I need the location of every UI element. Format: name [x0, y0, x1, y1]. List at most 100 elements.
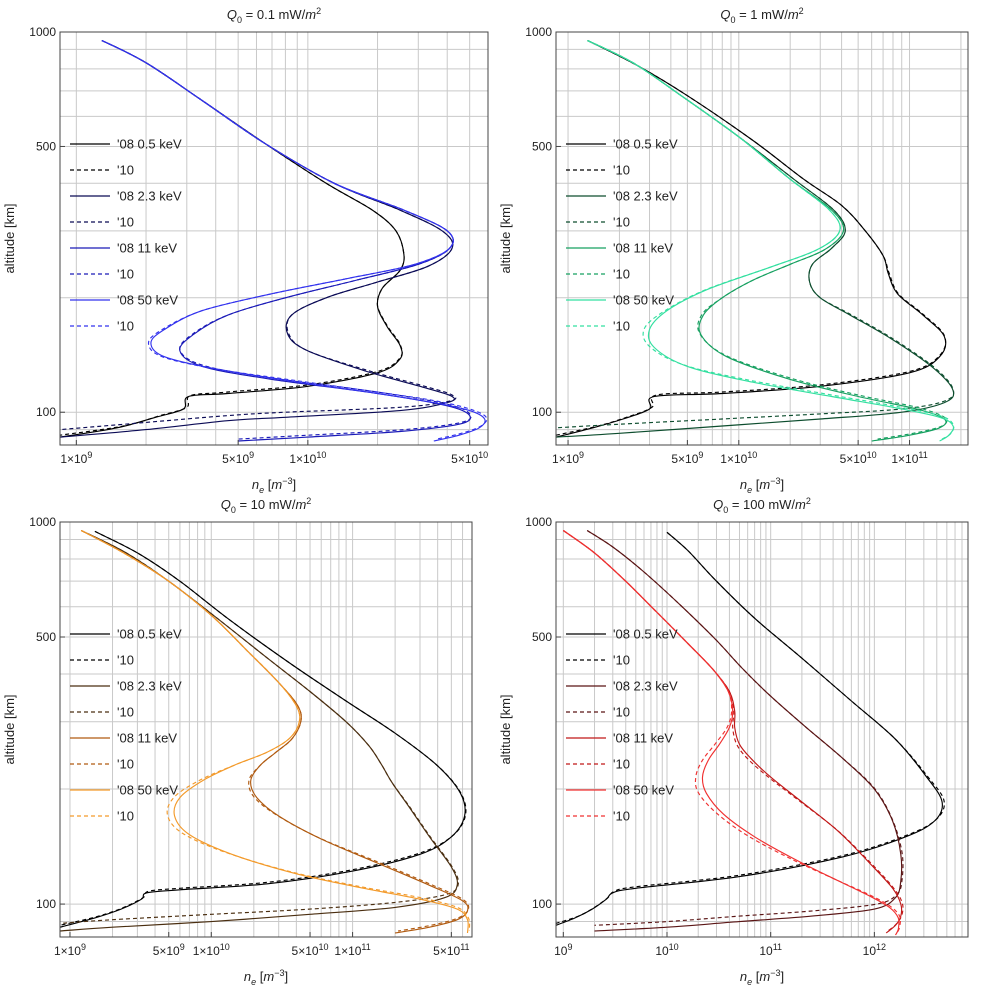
- x-tick-exponent: 9: [567, 942, 572, 952]
- x-tick-label: 1×109: [552, 450, 584, 466]
- x-tick-exponent: 11: [773, 942, 782, 952]
- title-unit: m: [788, 7, 799, 22]
- x-axis-symbol: n: [252, 477, 259, 492]
- series-group: [60, 529, 471, 934]
- x-axis-subscript: e: [747, 485, 752, 495]
- series-line-1: [556, 39, 947, 438]
- legend-label: '08 11 keV: [613, 731, 673, 746]
- x-axis-unit-base: m: [759, 969, 770, 984]
- legend-label: '10: [613, 267, 630, 282]
- gridlines: [60, 521, 472, 937]
- legend-label: '08 2.3 keV: [117, 189, 182, 204]
- legend-label: '10: [613, 163, 630, 178]
- legend-label: '08 11 keV: [613, 241, 673, 256]
- x-tick-label: 1012: [863, 942, 886, 958]
- x-axis-title: ne [m−3]: [252, 476, 296, 495]
- legend-label: '08 11 keV: [117, 731, 177, 746]
- x-axis-symbol: n: [244, 969, 251, 984]
- legend-label: '08 50 keV: [117, 293, 178, 308]
- y-axis-title: altitude [km]: [498, 203, 513, 273]
- series-group: [60, 39, 488, 442]
- title-unit-exponent: 2: [806, 496, 811, 506]
- panel-title: Q0 = 100 mW/m2: [713, 496, 811, 515]
- series-line-8: [587, 39, 955, 440]
- x-tick-label: 1×1011: [891, 450, 927, 466]
- series-line-1: [60, 530, 466, 928]
- y-tick-label: 500: [532, 630, 552, 644]
- x-axis-unit-base: m: [263, 969, 274, 984]
- title-subscript: 0: [231, 505, 236, 515]
- title-symbol: Q: [720, 7, 730, 22]
- x-tick-exponent: 9: [579, 450, 584, 460]
- legend-label: '10: [117, 757, 134, 772]
- x-tick-label: 1011: [759, 942, 782, 958]
- x-tick-mantissa: 5×10: [292, 944, 319, 958]
- x-tick-exponent: 9: [698, 450, 703, 460]
- legend-label: '08 50 keV: [613, 783, 674, 798]
- x-tick-mantissa: 1×10: [193, 944, 220, 958]
- legend-label: '10: [613, 809, 630, 824]
- legend-label: '10: [613, 319, 630, 334]
- x-tick-mantissa: 10: [863, 944, 877, 958]
- title-symbol: Q: [227, 7, 237, 22]
- x-tick-exponent: 10: [478, 450, 488, 460]
- x-tick-mantissa: 1×10: [720, 452, 747, 466]
- series-line-8: [562, 530, 901, 934]
- x-axis-unit: [: [264, 477, 272, 492]
- x-axis-unit-close: ]: [292, 477, 296, 492]
- x-axis-unit-exponent: −3: [274, 968, 284, 978]
- x-tick-label: 5×1010: [451, 450, 488, 466]
- x-axis-unit: [: [752, 969, 760, 984]
- y-tick-label: 100: [36, 897, 56, 911]
- series-line-6: [587, 39, 948, 440]
- x-tick-label: 5×109: [153, 942, 185, 958]
- y-tick-label: 100: [532, 897, 552, 911]
- y-tick-label: 1000: [525, 25, 552, 39]
- series-line-4: [586, 530, 904, 926]
- x-axis-unit: [: [752, 477, 760, 492]
- y-tick-label: 500: [36, 139, 56, 153]
- series-line-1: [60, 39, 405, 438]
- series-line-2: [556, 531, 945, 924]
- x-axis-title: ne [m−3]: [740, 476, 784, 495]
- x-tick-mantissa: 10: [655, 944, 669, 958]
- plot-frame: [555, 31, 969, 446]
- x-tick-label: 1×109: [60, 450, 92, 466]
- plot-frame: [555, 521, 969, 938]
- title-unit: m: [295, 497, 306, 512]
- x-axis-unit-base: m: [759, 477, 770, 492]
- x-tick-exponent: 9: [81, 942, 86, 952]
- y-tick-label: 500: [36, 630, 56, 644]
- x-tick-exponent: 9: [249, 450, 254, 460]
- x-tick-label: 5×109: [222, 450, 254, 466]
- y-tick-label: 1000: [29, 25, 56, 39]
- legend-label: '08 50 keV: [613, 293, 674, 308]
- x-axis-title: ne [m−3]: [740, 968, 784, 986]
- x-tick-exponent: 10: [669, 942, 679, 952]
- x-tick-mantissa: 5×10: [840, 452, 867, 466]
- y-tick-label: 100: [36, 405, 56, 419]
- series-line-3: [556, 39, 955, 438]
- y-tick-label: 1000: [525, 515, 552, 529]
- y-axis-title: altitude [km]: [498, 694, 513, 764]
- x-tick-mantissa: 1×10: [289, 452, 316, 466]
- x-tick-mantissa: 5×10: [451, 452, 478, 466]
- legend-label: '08 50 keV: [117, 783, 178, 798]
- y-tick-label: 500: [532, 139, 552, 153]
- x-tick-exponent: 10: [319, 942, 329, 952]
- series-line-4: [556, 39, 955, 429]
- legend-label: '10: [117, 705, 134, 720]
- x-tick-label: 1×1011: [334, 942, 370, 958]
- gridlines: [60, 31, 488, 445]
- gridlines: [556, 31, 968, 445]
- x-tick-label: 5×1010: [840, 450, 877, 466]
- x-axis-title: ne [m−3]: [244, 968, 288, 986]
- title-unit-exponent: 2: [316, 6, 321, 16]
- x-tick-label: 1×109: [54, 942, 86, 958]
- x-tick-mantissa: 10: [554, 944, 568, 958]
- x-tick-exponent: 10: [316, 450, 326, 460]
- legend-label: '08 2.3 keV: [117, 679, 182, 694]
- title-subscript: 0: [723, 505, 728, 515]
